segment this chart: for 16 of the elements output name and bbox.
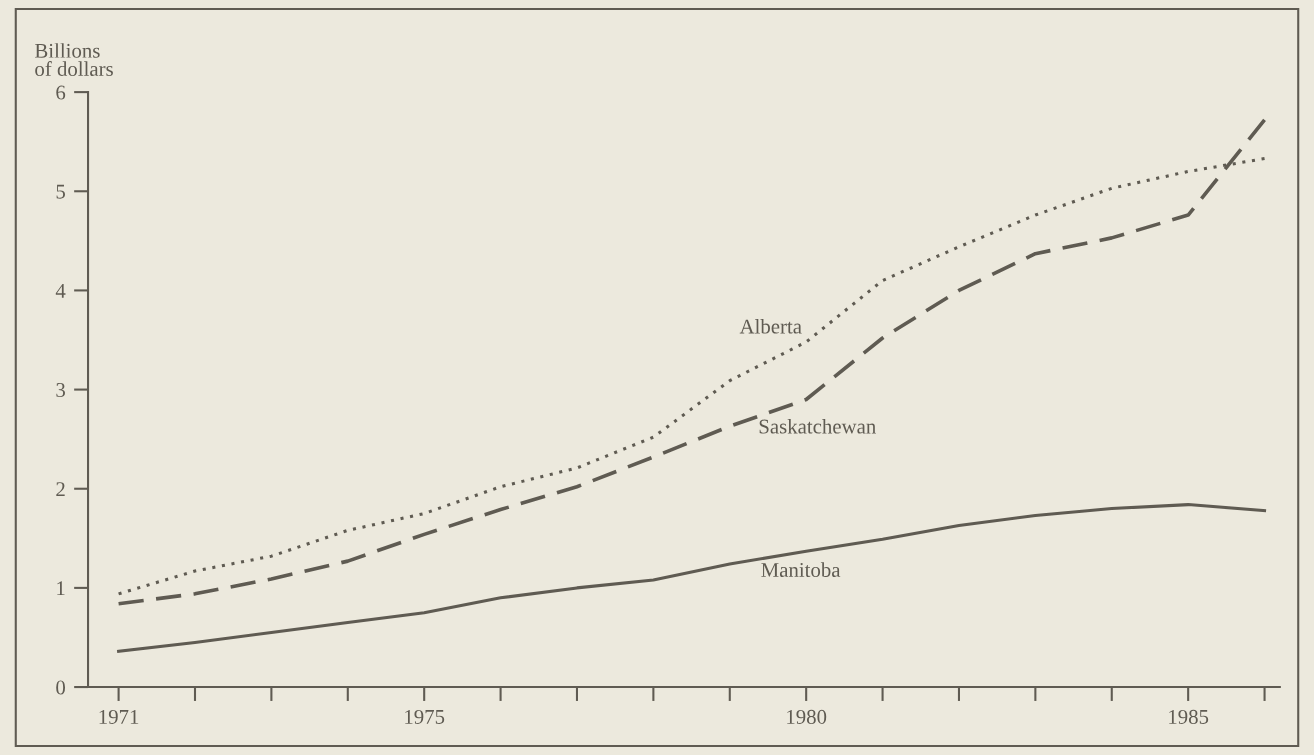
y-tick-label: 2: [56, 482, 65, 496]
y-tick-label: 6: [56, 85, 66, 100]
y-tick-label: 3: [56, 383, 65, 398]
y-tick-label: 0: [56, 680, 66, 695]
y-tick-label: 4: [55, 283, 66, 298]
series-label: Alberta: [739, 318, 802, 334]
y-tick-label: 5: [56, 184, 65, 199]
series-label: Saskatchewan: [759, 418, 876, 434]
x-tick-label: 1980: [787, 709, 827, 724]
x-tick-label: 1971: [99, 709, 139, 724]
y-axis-title: Billions of dollars: [35, 43, 113, 76]
x-tick-label: 1975: [405, 709, 445, 724]
line-series: [117, 503, 1267, 653]
series-label: Manitoba: [761, 562, 841, 577]
x-tick-label: 1985: [1169, 709, 1209, 724]
y-tick-label: 1: [57, 581, 65, 596]
